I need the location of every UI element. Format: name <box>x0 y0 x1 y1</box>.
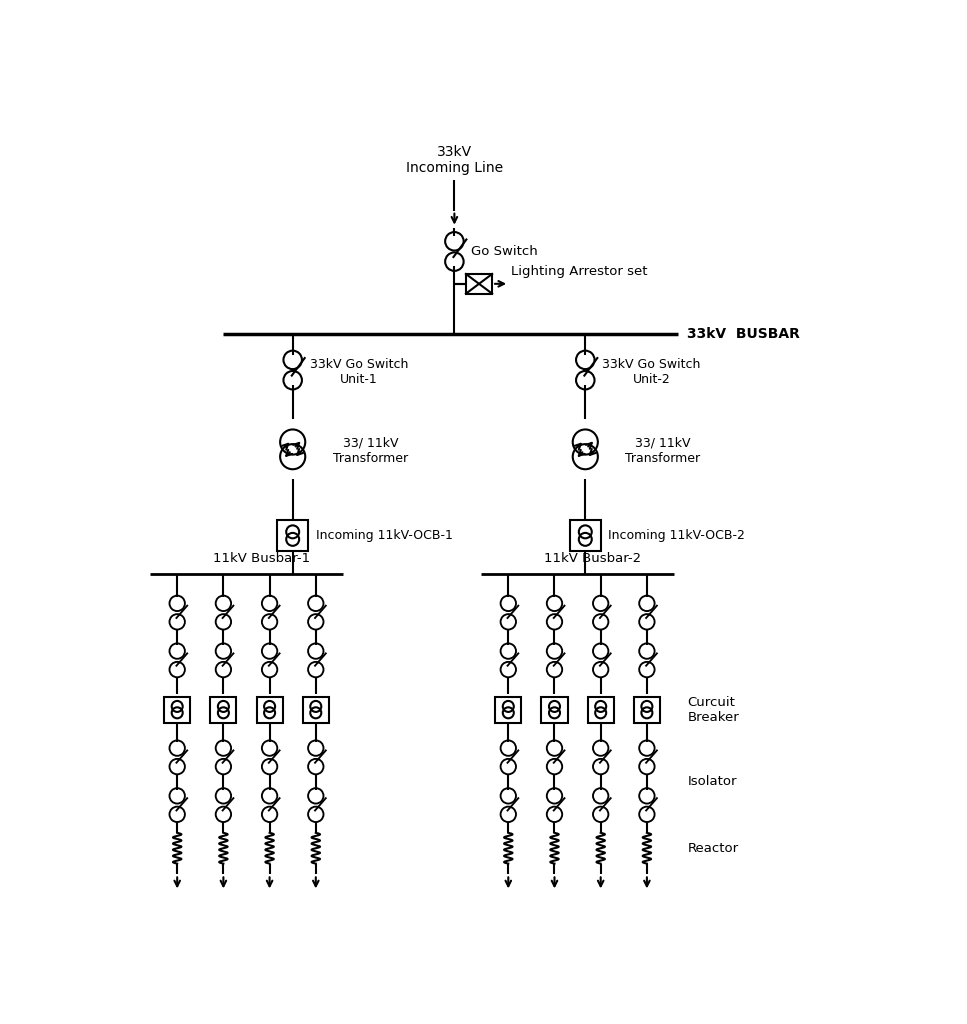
FancyBboxPatch shape <box>256 696 282 723</box>
Text: Incoming 11kV-OCB-2: Incoming 11kV-OCB-2 <box>608 529 746 542</box>
Text: 11kV Busbar-1: 11kV Busbar-1 <box>214 552 310 565</box>
Text: Lighting Arrestor set: Lighting Arrestor set <box>511 265 647 279</box>
Text: 33kV  BUSBAR: 33kV BUSBAR <box>687 327 800 341</box>
FancyBboxPatch shape <box>466 274 492 294</box>
FancyBboxPatch shape <box>570 520 601 551</box>
Text: Reactor: Reactor <box>688 842 739 855</box>
Text: 33/ 11kV
Transformer: 33/ 11kV Transformer <box>626 437 700 465</box>
Text: Incoming 11kV-OCB-1: Incoming 11kV-OCB-1 <box>316 529 453 542</box>
Text: 33/ 11kV
Transformer: 33/ 11kV Transformer <box>333 437 408 465</box>
Text: Go Switch: Go Switch <box>471 245 538 258</box>
FancyBboxPatch shape <box>542 696 568 723</box>
FancyBboxPatch shape <box>164 696 190 723</box>
Text: Curcuit
Breaker: Curcuit Breaker <box>688 695 740 724</box>
FancyBboxPatch shape <box>210 696 237 723</box>
FancyBboxPatch shape <box>303 696 329 723</box>
FancyBboxPatch shape <box>278 520 308 551</box>
FancyBboxPatch shape <box>588 696 614 723</box>
Text: 33kV
Incoming Line: 33kV Incoming Line <box>406 145 503 175</box>
Text: 11kV Busbar-2: 11kV Busbar-2 <box>544 552 641 565</box>
FancyBboxPatch shape <box>633 696 660 723</box>
Text: 33kV Go Switch
Unit-2: 33kV Go Switch Unit-2 <box>602 358 701 386</box>
Text: Isolator: Isolator <box>688 775 737 787</box>
Text: 33kV Go Switch
Unit-1: 33kV Go Switch Unit-1 <box>309 358 408 386</box>
FancyBboxPatch shape <box>495 696 521 723</box>
